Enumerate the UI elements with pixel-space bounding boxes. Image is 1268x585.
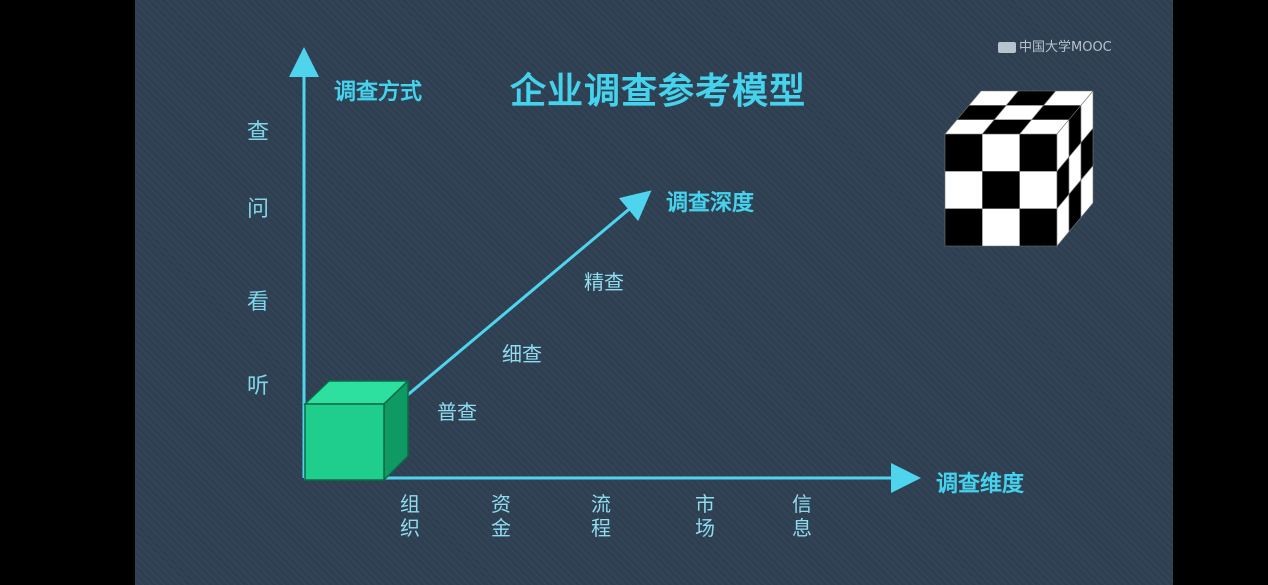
checker-square bbox=[944, 133, 983, 172]
right-letterbox bbox=[1173, 0, 1268, 585]
depth-level-label: 细查 bbox=[502, 342, 542, 366]
dimension-label: 组织 bbox=[400, 492, 420, 540]
checker-square bbox=[1080, 164, 1094, 219]
checker-square bbox=[944, 171, 983, 209]
page-title: 企业调查参考模型 bbox=[510, 71, 807, 112]
method-label: 问 bbox=[247, 197, 270, 222]
checker-square bbox=[982, 208, 1020, 247]
dimension-label: 资金 bbox=[491, 492, 511, 540]
checker-square bbox=[982, 171, 1020, 209]
dimension-label: 市场 bbox=[695, 492, 715, 540]
depth-axis-arrow bbox=[403, 190, 652, 400]
depth-level-label: 精查 bbox=[584, 270, 624, 294]
mooc-watermark: 中国大学MOOC bbox=[998, 36, 1112, 55]
method-label: 看 bbox=[247, 290, 270, 315]
left-letterbox bbox=[0, 0, 135, 585]
checker-square bbox=[1019, 171, 1058, 209]
checker-square bbox=[982, 133, 1020, 172]
dimension-label: 信息 bbox=[792, 492, 812, 540]
mooc-logo-icon bbox=[998, 42, 1016, 53]
dimension-label: 流程 bbox=[591, 492, 611, 540]
method-label: 查 bbox=[247, 120, 270, 145]
y-axis-label: 调查方式 bbox=[334, 80, 423, 105]
checker-square bbox=[1019, 133, 1058, 172]
depth-axis-label: 调查深度 bbox=[666, 191, 755, 216]
depth-level-label: 普查 bbox=[437, 400, 477, 424]
checkered-cube-icon bbox=[944, 90, 1094, 247]
watermark-text: 中国大学MOOC bbox=[1019, 40, 1112, 55]
checker-square bbox=[1019, 208, 1058, 247]
checker-square bbox=[944, 208, 983, 247]
x-axis-label: 调查维度 bbox=[936, 472, 1025, 497]
method-label: 听 bbox=[247, 374, 270, 399]
green-cube bbox=[303, 379, 410, 482]
